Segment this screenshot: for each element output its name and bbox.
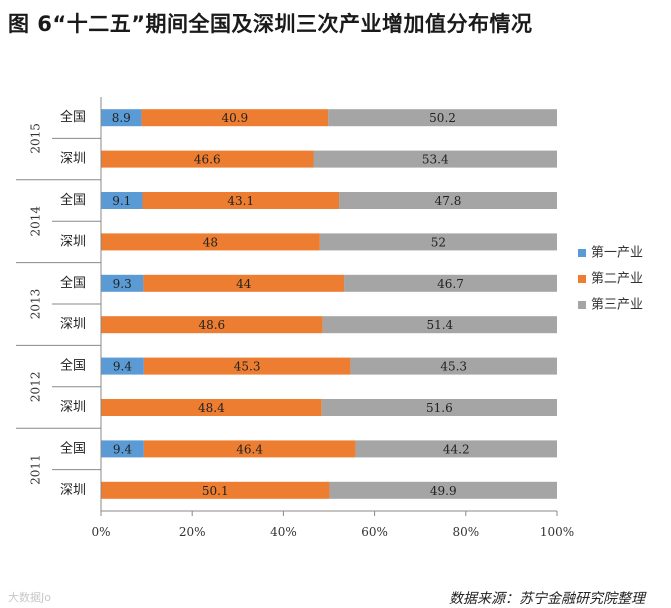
year-label: 2011: [29, 454, 43, 485]
bar-segment-3: [328, 109, 557, 127]
data-label: 48.6: [198, 318, 225, 332]
bar-segment-3: [344, 274, 557, 292]
data-label: 51.4: [426, 318, 453, 332]
data-label: 40.9: [221, 111, 248, 125]
category-label: 深圳: [60, 483, 86, 498]
data-label: 53.4: [422, 153, 449, 167]
bar-segment-2: [101, 150, 314, 168]
data-label: 48: [203, 235, 218, 249]
category-label: 深圳: [60, 400, 86, 415]
bar-segment-3: [322, 316, 557, 334]
x-tick-label: 40%: [270, 525, 297, 539]
category-label: 全国: [60, 440, 86, 456]
data-label: 52: [431, 235, 446, 249]
bar-segment-2: [143, 357, 351, 375]
bar-segment-2: [142, 192, 340, 209]
data-label: 46.6: [194, 153, 221, 167]
x-tick-label: 100%: [540, 525, 574, 539]
legend-label: 第三产业: [591, 298, 643, 313]
source-note: 数据来源：苏宁金融研究院整理: [449, 591, 645, 607]
data-label: 51.6: [426, 401, 453, 415]
legend-label: 第二产业: [591, 272, 643, 287]
bar-segment-1: [101, 357, 144, 375]
legend-swatch: [578, 249, 586, 257]
data-label: 50.1: [202, 484, 229, 498]
legend-swatch: [578, 301, 586, 309]
data-label: 44: [236, 277, 252, 291]
bar-segment-3: [329, 481, 557, 499]
category-label: 深圳: [60, 234, 86, 249]
data-label: 44.2: [443, 442, 470, 456]
data-label: 9.4: [113, 360, 132, 374]
year-label: 2013: [29, 289, 43, 320]
axis-layer: 0% 20% 40% 60% 80% 100%2015全国深圳2014全国深圳2013全国…: [29, 97, 574, 539]
category-label: 深圳: [60, 317, 86, 332]
bar-segment-2: [141, 109, 329, 127]
chart-title: 图 6“十二五”期间全国及深圳三次产业增加值分布情况: [8, 12, 533, 36]
bar-segment-3: [321, 399, 557, 416]
data-label: 9.1: [112, 194, 131, 208]
category-label: 全国: [60, 192, 86, 208]
data-label: 45.3: [234, 360, 261, 374]
category-label: 全国: [60, 358, 86, 374]
bars-layer: 8.9 40.9 50.2 46.6 53.4 9.1 43.1 47.8 48 52 9.3 44 4…: [101, 109, 557, 499]
x-tick-label: 60%: [361, 525, 388, 539]
category-label: 全国: [60, 109, 86, 125]
data-label: 46.7: [437, 277, 464, 291]
data-label: 9.4: [113, 442, 132, 456]
data-label: 49.9: [430, 484, 457, 498]
data-label: 47.8: [435, 194, 462, 208]
bar-segment-2: [143, 440, 356, 458]
legend-label: 第一产业: [591, 246, 643, 261]
data-label: 46.4: [236, 442, 263, 456]
category-label: 深圳: [60, 152, 86, 167]
bar-segment-3: [339, 192, 557, 209]
bar-segment-2: [143, 274, 345, 292]
data-label: 43.1: [227, 194, 254, 208]
year-label: 2012: [29, 372, 43, 403]
bar-segment-3: [319, 233, 557, 251]
bar-segment-1: [101, 440, 144, 458]
year-label: 2015: [29, 123, 43, 154]
bar-segment-1: [101, 109, 142, 127]
bar-segment-1: [101, 192, 143, 209]
category-label: 全国: [60, 275, 86, 291]
bar-segment-3: [350, 357, 557, 375]
bar-segment-3: [313, 150, 557, 168]
data-label: 50.2: [429, 111, 456, 125]
data-label: 45.3: [440, 360, 467, 374]
data-label: 8.9: [112, 111, 131, 125]
data-label: 48.4: [198, 401, 225, 415]
bar-segment-3: [355, 440, 557, 458]
data-label: 9.3: [113, 277, 132, 291]
bar-segment-2: [101, 316, 323, 334]
bar-segment-1: [101, 274, 144, 292]
grid-layer: [16, 137, 101, 471]
bar-segment-2: [101, 399, 322, 416]
bar-segment-2: [101, 233, 320, 251]
bar-segment-2: [101, 481, 330, 499]
year-label: 2014: [29, 206, 43, 237]
x-tick-label: 0%: [91, 525, 110, 539]
watermark: 大数据Jo: [8, 591, 51, 604]
legend-swatch: [578, 275, 586, 283]
x-tick-label: 20%: [179, 525, 206, 539]
x-tick-label: 80%: [452, 525, 479, 539]
